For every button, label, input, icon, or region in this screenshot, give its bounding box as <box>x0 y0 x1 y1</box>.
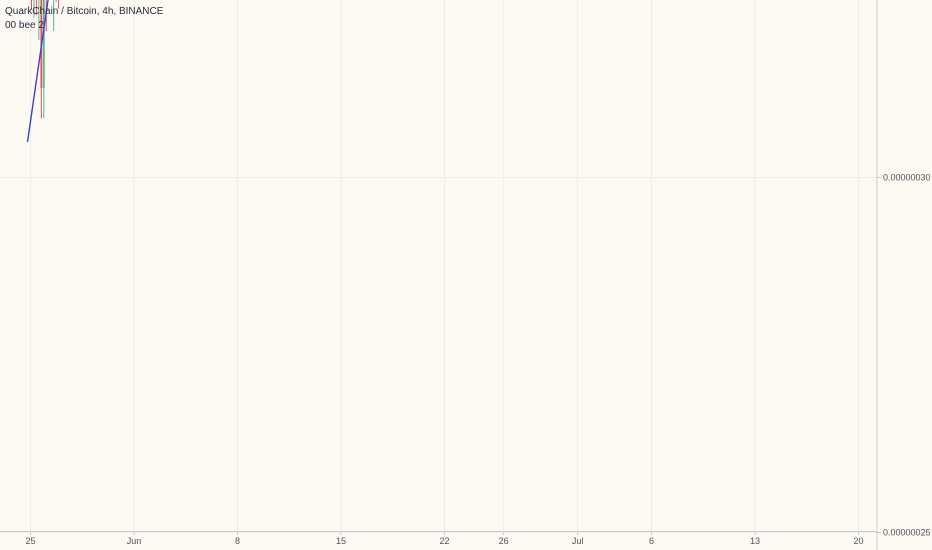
symbol-title: QuarkChain / Bitcoin, 4h, BINANCE <box>5 6 164 17</box>
grid <box>0 0 877 533</box>
price-tick-label: 0.00000030 <box>883 173 931 183</box>
time-axis[interactable]: 25 Jun 8 15 22 26 Jul 6 13 20 <box>0 531 877 546</box>
price-axis[interactable]: 0.000000250.000000300.000000350.00000040… <box>876 0 932 550</box>
indicator-label: 00 bee 2 <box>5 20 44 31</box>
time-tick-label: Jun <box>127 536 142 546</box>
time-tick-label: 26 <box>499 536 509 546</box>
time-tick-label: 15 <box>336 536 346 546</box>
price-tick-label: 0.00000025 <box>883 528 931 538</box>
time-tick-label: 25 <box>25 536 35 546</box>
candle-body <box>42 0 45 88</box>
time-tick-label: Jul <box>572 536 584 546</box>
time-tick-label: 20 <box>853 536 863 546</box>
time-tick-label: 22 <box>439 536 449 546</box>
time-tick-label: 13 <box>750 536 760 546</box>
time-tick-label: 8 <box>235 536 240 546</box>
time-tick-label: 6 <box>649 536 654 546</box>
